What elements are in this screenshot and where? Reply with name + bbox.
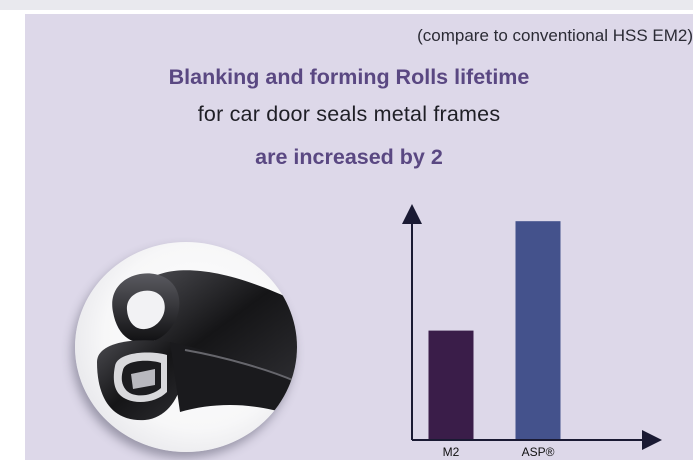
comparison-note: (compare to conventional HSS EM2): [417, 26, 693, 45]
x-tick-label: ASP®: [522, 445, 555, 459]
headline-line-2: for car door seals metal frames: [197, 102, 501, 126]
top-strip: [0, 0, 693, 10]
headline-line-1: Blanking and forming Rolls lifetime: [168, 65, 530, 89]
door-seal-photo: [75, 242, 297, 452]
bar-asp: [515, 221, 561, 440]
car-door-seal-icon: [97, 270, 297, 421]
bar-m2: [428, 330, 474, 440]
content-panel: (compare to conventional HSS EM2) Blanki…: [25, 14, 693, 460]
headline-line-3: are increased by 2: [255, 145, 443, 169]
x-tick-label: M2: [443, 445, 460, 459]
